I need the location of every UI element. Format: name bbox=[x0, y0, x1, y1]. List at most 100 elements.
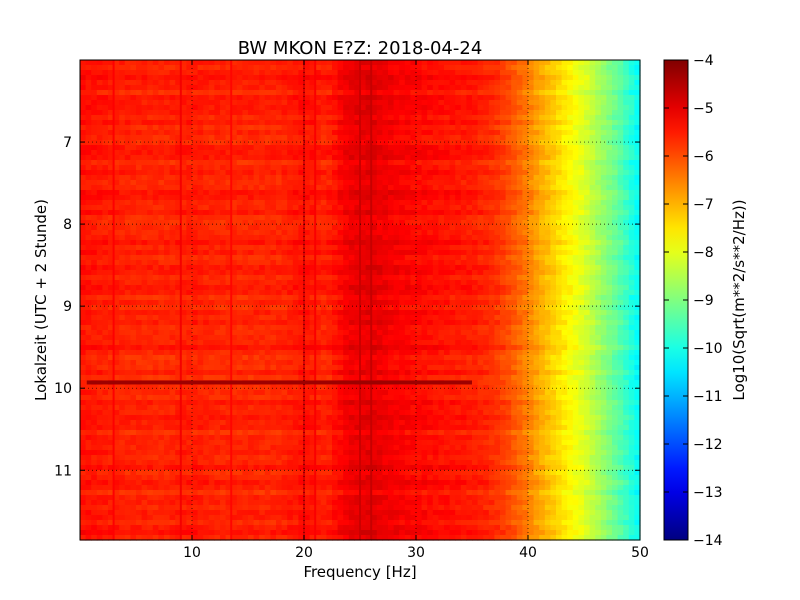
heatmap-cell bbox=[500, 145, 507, 151]
heatmap-cell bbox=[175, 65, 182, 71]
heatmap-cell bbox=[388, 115, 395, 121]
heatmap-cell bbox=[164, 295, 171, 301]
heatmap-cell bbox=[298, 275, 305, 281]
heatmap-cell bbox=[612, 215, 619, 221]
heatmap-cell bbox=[169, 160, 176, 166]
heatmap-cell bbox=[242, 305, 249, 311]
heatmap-cell bbox=[388, 240, 395, 246]
heatmap-cell bbox=[304, 270, 311, 276]
heatmap-cell bbox=[169, 80, 176, 86]
heatmap-cell bbox=[483, 110, 490, 116]
heatmap-cell bbox=[298, 185, 305, 191]
heatmap-cell bbox=[169, 125, 176, 131]
heatmap-cell bbox=[337, 305, 344, 311]
heatmap-cell bbox=[169, 290, 176, 296]
heatmap-cell bbox=[432, 160, 439, 166]
heatmap-cell bbox=[595, 220, 602, 226]
heatmap-cell bbox=[466, 250, 473, 256]
heatmap-cell bbox=[511, 100, 518, 106]
heatmap-cell bbox=[567, 135, 574, 141]
heatmap-cell bbox=[326, 180, 333, 186]
heatmap-cell bbox=[634, 135, 641, 141]
heatmap-cell bbox=[141, 220, 148, 226]
heatmap-cell bbox=[85, 280, 92, 286]
heatmap-cell bbox=[494, 90, 501, 96]
heatmap-cell bbox=[365, 250, 372, 256]
heatmap-cell bbox=[141, 200, 148, 206]
heatmap-cell bbox=[180, 285, 187, 291]
heatmap-cell bbox=[348, 170, 355, 176]
heatmap-cell bbox=[276, 65, 283, 71]
heatmap-cell bbox=[612, 170, 619, 176]
heatmap-cell bbox=[360, 90, 367, 96]
heatmap-cell bbox=[281, 210, 288, 216]
heatmap-cell bbox=[600, 170, 607, 176]
heatmap-cell bbox=[550, 230, 557, 236]
heatmap-cell bbox=[388, 225, 395, 231]
heatmap-cell bbox=[522, 125, 529, 131]
heatmap-cell bbox=[628, 165, 635, 171]
heatmap-cell bbox=[438, 65, 445, 71]
heatmap-cell bbox=[348, 250, 355, 256]
heatmap-cell bbox=[516, 135, 523, 141]
heatmap-cell bbox=[208, 260, 215, 266]
heatmap-cell bbox=[505, 230, 512, 236]
heatmap-cell bbox=[539, 165, 546, 171]
heatmap-cell bbox=[225, 155, 232, 161]
heatmap-cell bbox=[236, 200, 243, 206]
heatmap-cell bbox=[309, 290, 316, 296]
heatmap-cell bbox=[208, 235, 215, 241]
heatmap-cell bbox=[281, 130, 288, 136]
heatmap-cell bbox=[85, 200, 92, 206]
heatmap-cell bbox=[399, 225, 406, 231]
heatmap-cell bbox=[477, 145, 484, 151]
heatmap-cell bbox=[494, 295, 501, 301]
heatmap-cell bbox=[511, 160, 518, 166]
heatmap-cell bbox=[220, 90, 227, 96]
heatmap-cell bbox=[466, 200, 473, 206]
heatmap-cell bbox=[315, 140, 322, 146]
heatmap-cell bbox=[298, 130, 305, 136]
heatmap-cell bbox=[203, 105, 210, 111]
heatmap-cell bbox=[281, 95, 288, 101]
heatmap-cell bbox=[427, 140, 434, 146]
heatmap-cell bbox=[371, 270, 378, 276]
heatmap-cell bbox=[113, 115, 120, 121]
heatmap-cell bbox=[388, 200, 395, 206]
heatmap-cell bbox=[589, 85, 596, 91]
heatmap-cell bbox=[477, 190, 484, 196]
heatmap-cell bbox=[203, 155, 210, 161]
heatmap-cell bbox=[449, 205, 456, 211]
heatmap-cell bbox=[600, 180, 607, 186]
heatmap-cell bbox=[460, 110, 467, 116]
heatmap-cell bbox=[169, 245, 176, 251]
heatmap-cell bbox=[410, 245, 417, 251]
heatmap-cell bbox=[460, 200, 467, 206]
heatmap-cell bbox=[522, 120, 529, 126]
heatmap-cell bbox=[528, 230, 535, 236]
heatmap-cell bbox=[180, 120, 187, 126]
heatmap-cell bbox=[130, 70, 137, 76]
heatmap-cell bbox=[315, 80, 322, 86]
heatmap-cell bbox=[248, 145, 255, 151]
heatmap-cell bbox=[544, 175, 551, 181]
heatmap-cell bbox=[343, 300, 350, 306]
heatmap-cell bbox=[236, 220, 243, 226]
heatmap-cell bbox=[197, 260, 204, 266]
heatmap-cell bbox=[102, 65, 109, 71]
heatmap-cell bbox=[203, 245, 210, 251]
heatmap-cell bbox=[455, 305, 462, 311]
heatmap-cell bbox=[85, 220, 92, 226]
heatmap-cell bbox=[505, 215, 512, 221]
heatmap-cell bbox=[192, 75, 199, 81]
heatmap-cell bbox=[264, 160, 271, 166]
heatmap-cell bbox=[259, 280, 266, 286]
heatmap-cell bbox=[606, 135, 613, 141]
heatmap-cell bbox=[348, 215, 355, 221]
heatmap-cell bbox=[427, 70, 434, 76]
heatmap-cell bbox=[617, 85, 624, 91]
heatmap-cell bbox=[203, 70, 210, 76]
heatmap-cell bbox=[444, 285, 451, 291]
heatmap-cell bbox=[455, 285, 462, 291]
heatmap-cell bbox=[320, 300, 327, 306]
